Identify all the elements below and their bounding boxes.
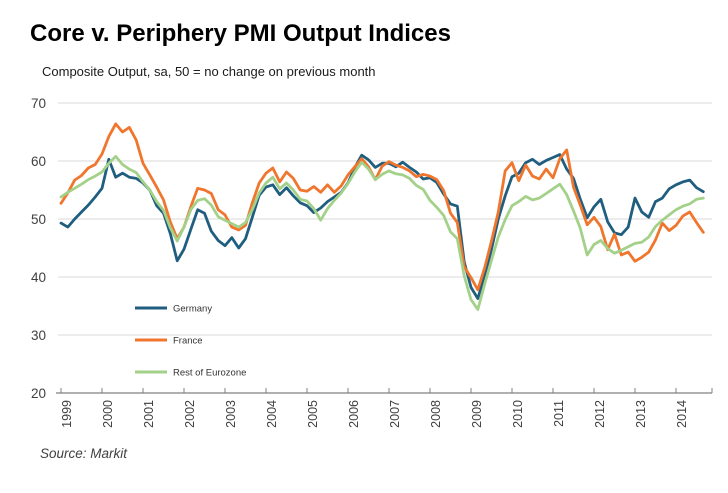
legend-label-france: France xyxy=(173,336,203,347)
x-tick-label: 2005 xyxy=(306,400,320,428)
x-tick-label: 2010 xyxy=(511,400,525,428)
series-line-france xyxy=(59,122,705,292)
x-tick-label: 2007 xyxy=(388,400,402,428)
x-tick-label: 2000 xyxy=(101,400,115,428)
x-tick-label: 2011 xyxy=(552,400,566,427)
legend-label-germany: Germany xyxy=(173,304,212,315)
page-title: Core v. Periphery PMI Output Indices xyxy=(30,20,451,47)
series-line-germany xyxy=(59,153,705,300)
x-tick-label: 2012 xyxy=(593,400,607,428)
x-tick-label: 2014 xyxy=(675,400,689,428)
y-tick-label: 40 xyxy=(31,270,46,285)
x-tick-label: 2006 xyxy=(347,400,361,428)
y-tick-label: 30 xyxy=(31,328,46,343)
y-tick-label: 70 xyxy=(31,96,46,111)
legend-label-rest-of-eurozone: Rest of Eurozone xyxy=(173,368,246,379)
x-tick-label: 2001 xyxy=(142,400,156,428)
source-note: Source: Markit xyxy=(40,446,128,461)
series-line-rest-of-eurozone xyxy=(59,154,705,311)
x-tick-label: 2002 xyxy=(183,400,197,428)
x-tick-label: 2004 xyxy=(265,400,279,428)
x-tick-label: 2003 xyxy=(224,400,238,428)
y-tick-label: 20 xyxy=(31,386,46,401)
y-tick-label: 50 xyxy=(31,212,46,227)
x-tick-label: 2009 xyxy=(470,400,484,428)
y-tick-label: 60 xyxy=(31,154,46,169)
x-tick-label: 2013 xyxy=(634,400,648,428)
chart-subtitle: Composite Output, sa, 50 = no change on … xyxy=(42,64,376,79)
x-tick-label: 1999 xyxy=(60,400,74,428)
x-tick-label: 2008 xyxy=(429,400,443,428)
